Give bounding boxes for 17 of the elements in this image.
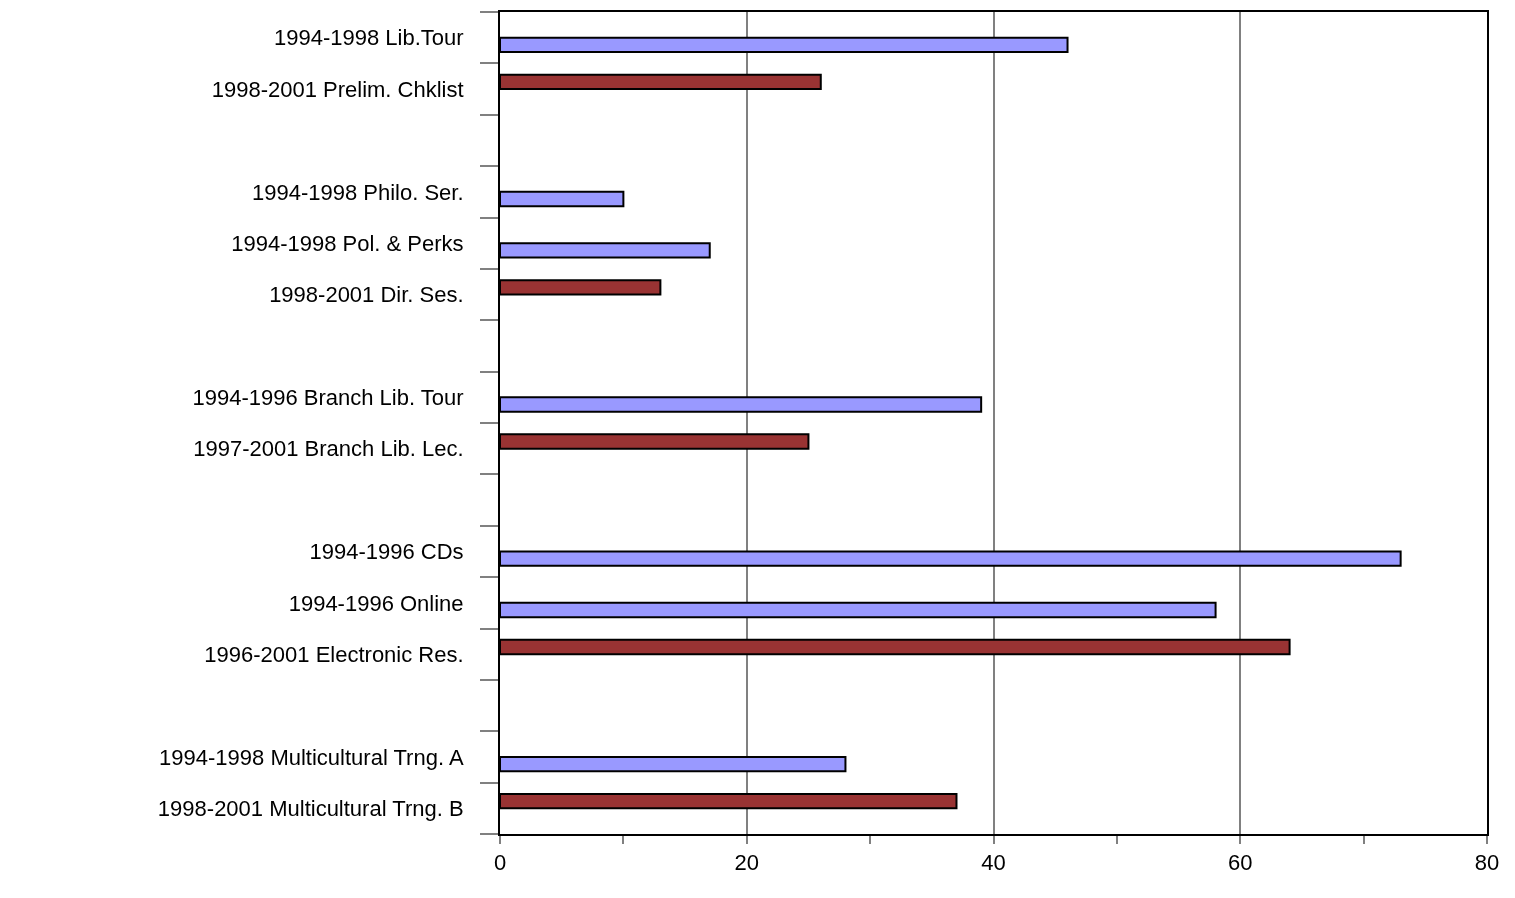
x-tick-label: 80 — [1474, 850, 1500, 876]
x-tick-label: 40 — [981, 850, 1006, 876]
x-tick-label: 0 — [493, 850, 507, 876]
y-tick-label: 1994-1998 Multicultural Trng. A — [159, 744, 464, 770]
y-tick-label: 1994-1996 Branch Lib. Tour — [192, 385, 464, 411]
y-tick-label: 1994-1996 CDs — [309, 539, 464, 565]
x-tick-label: 60 — [1228, 850, 1253, 876]
y-tick-label: 1994-1998 Pol. & Perks — [231, 230, 464, 256]
y-tick-label: 1994-1996 Online — [288, 590, 464, 616]
y-tick-label: 1998-2001 Multicultural Trng. B — [157, 796, 464, 822]
y-tick-label: 1994-1998 Lib.Tour — [274, 25, 464, 51]
y-tick-label: 1996-2001 Electronic Res. — [204, 641, 464, 667]
y-tick-label: 1998-2001 Prelim. Chklist — [211, 76, 464, 102]
y-tick-label: 1994-1998 Philo. Ser. — [251, 179, 464, 205]
x-tick-label: 20 — [734, 850, 759, 876]
y-tick-label: 1997-2001 Branch Lib. Lec. — [193, 436, 464, 462]
y-tick-label: 1998-2001 Dir. Ses. — [269, 282, 464, 308]
